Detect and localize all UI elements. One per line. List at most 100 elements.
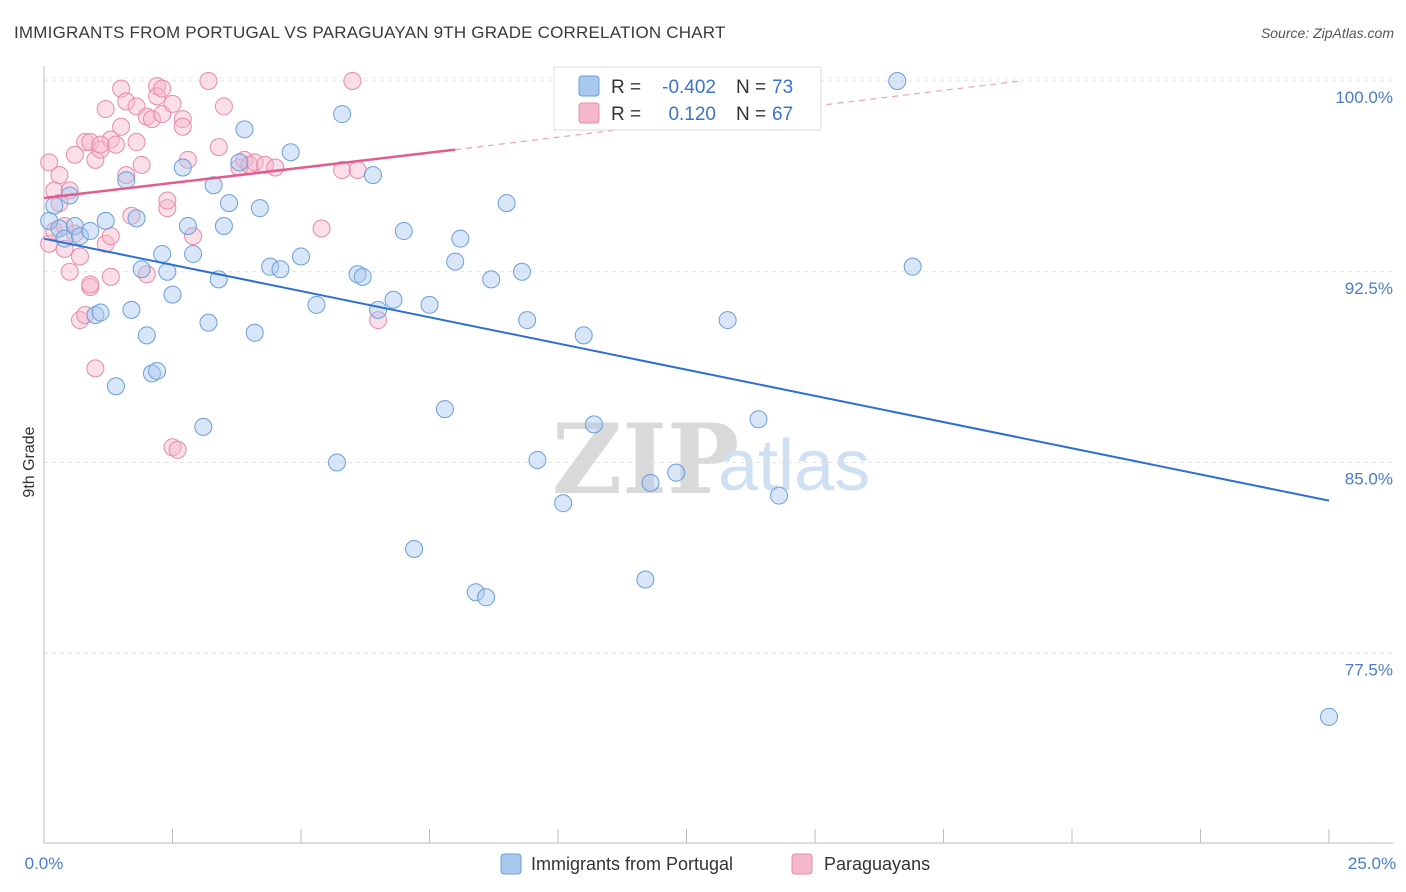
point-paraguay-64	[81, 275, 100, 294]
legend-n-value-portugal: 73	[772, 77, 793, 98]
x-tick-label-1: 25.0%	[1348, 854, 1396, 873]
point-portugal-7	[81, 222, 100, 241]
trend-lines	[43, 80, 1330, 502]
legend-n-label-paraguay: N =	[736, 104, 766, 125]
point-paraguay-29	[117, 92, 136, 111]
watermark-atlas: atlas	[718, 426, 870, 506]
point-paraguay-3	[45, 222, 64, 241]
watermark-zip: ZIP	[552, 403, 739, 516]
point-portugal-64	[641, 473, 660, 492]
point-paraguay-59	[312, 219, 331, 238]
point-paraguay-30	[122, 206, 141, 225]
point-portugal-46	[384, 290, 403, 309]
point-portugal-37	[281, 143, 300, 162]
point-portugal-35	[261, 257, 280, 276]
point-portugal-53	[466, 583, 485, 602]
point-portugal-38	[292, 247, 310, 266]
point-portugal-36	[271, 260, 290, 279]
point-paraguay-54	[235, 150, 254, 169]
point-paraguay-47	[173, 117, 192, 136]
point-portugal-15	[132, 260, 151, 279]
point-paraguay-24	[101, 267, 120, 286]
point-portugal-30	[220, 194, 239, 213]
legend-n-label-portugal: N =	[736, 77, 766, 98]
point-paraguay-61	[343, 72, 362, 90]
bottom-legend-label-paraguay: Paraguayans	[824, 854, 930, 874]
point-paraguay-8	[60, 262, 79, 281]
legend-n-value-paraguay: 67	[772, 104, 793, 125]
point-paraguay-43	[163, 438, 182, 457]
point-paraguay-49	[184, 227, 203, 246]
point-paraguay-52	[214, 97, 233, 116]
point-portugal-54	[477, 588, 496, 607]
point-portugal-12	[117, 171, 136, 190]
point-paraguay-65	[91, 135, 110, 154]
point-paraguay-23	[101, 227, 120, 246]
point-portugal-34	[250, 199, 269, 218]
point-paraguay-27	[112, 117, 131, 136]
point-paraguay-42	[158, 191, 177, 210]
point-portugal-47	[394, 222, 413, 241]
y-tick-label-3: 77.5%	[1345, 660, 1393, 679]
point-portugal-23	[178, 216, 197, 235]
point-portugal-6	[70, 227, 89, 246]
point-portugal-33	[245, 323, 264, 342]
legend-r-value-portugal: -0.402	[662, 77, 716, 98]
point-portugal-25	[194, 417, 213, 436]
point-portugal-60	[554, 494, 573, 513]
point-portugal-1	[45, 196, 64, 215]
point-portugal-71	[903, 257, 922, 276]
point-portugal-50	[435, 400, 454, 419]
legend-swatch-paraguay	[578, 102, 600, 124]
point-paraguay-62	[348, 161, 367, 180]
point-paraguay-14	[76, 305, 95, 324]
point-paraguay-45	[168, 440, 187, 459]
point-paraguay-51	[209, 138, 228, 157]
point-portugal-59	[528, 450, 547, 469]
point-paraguay-60	[333, 161, 352, 180]
trend-line-paraguay-extension	[455, 80, 1021, 151]
point-portugal-43	[353, 267, 372, 286]
point-portugal-29	[214, 216, 233, 235]
point-paraguay-31	[127, 133, 146, 152]
point-paraguay-5	[50, 194, 69, 213]
point-portugal-42	[348, 265, 367, 284]
y-tick-label-2: 85.0%	[1345, 470, 1393, 489]
point-portugal-68	[770, 486, 789, 505]
point-portugal-41	[333, 105, 352, 124]
point-portugal-66	[718, 311, 737, 330]
point-paraguay-21	[96, 99, 115, 118]
series-paraguayans	[40, 72, 388, 459]
point-portugal-40	[327, 453, 346, 472]
point-portugal-65	[667, 463, 686, 482]
y-tick-label-1: 92.5%	[1345, 279, 1393, 298]
trend-line-paraguay	[43, 148, 456, 200]
point-paraguay-50	[199, 72, 218, 90]
point-portugal-24	[184, 244, 203, 263]
point-portugal-72	[1320, 707, 1338, 726]
point-portugal-2	[50, 219, 69, 238]
point-paraguay-16	[81, 133, 100, 152]
point-portugal-13	[122, 300, 141, 319]
point-portugal-45	[369, 300, 388, 319]
point-paraguay-25	[106, 135, 125, 154]
point-portugal-26	[199, 313, 218, 332]
tick-labels: 100.0% 92.5% 85.0% 77.5% 0.0% 25.0%	[25, 88, 1396, 873]
point-portugal-27	[204, 176, 223, 195]
point-portugal-22	[173, 158, 192, 177]
point-portugal-67	[749, 410, 768, 429]
point-portugal-51	[446, 252, 465, 271]
point-paraguay-44	[163, 94, 182, 113]
point-portugal-16	[137, 326, 156, 345]
point-portugal-21	[163, 285, 182, 304]
point-portugal-31	[230, 153, 249, 172]
y-tick-label-0: 100.0%	[1335, 88, 1393, 107]
point-paraguay-33	[132, 155, 151, 174]
y-axis-label: 9th Grade	[21, 426, 38, 497]
point-portugal-44	[363, 166, 382, 185]
point-paraguay-56	[245, 153, 264, 172]
point-paraguay-4	[50, 166, 69, 185]
point-portugal-18	[148, 361, 167, 380]
series-portugal	[40, 72, 1338, 726]
legend-r-value-paraguay: 0.120	[668, 104, 716, 125]
